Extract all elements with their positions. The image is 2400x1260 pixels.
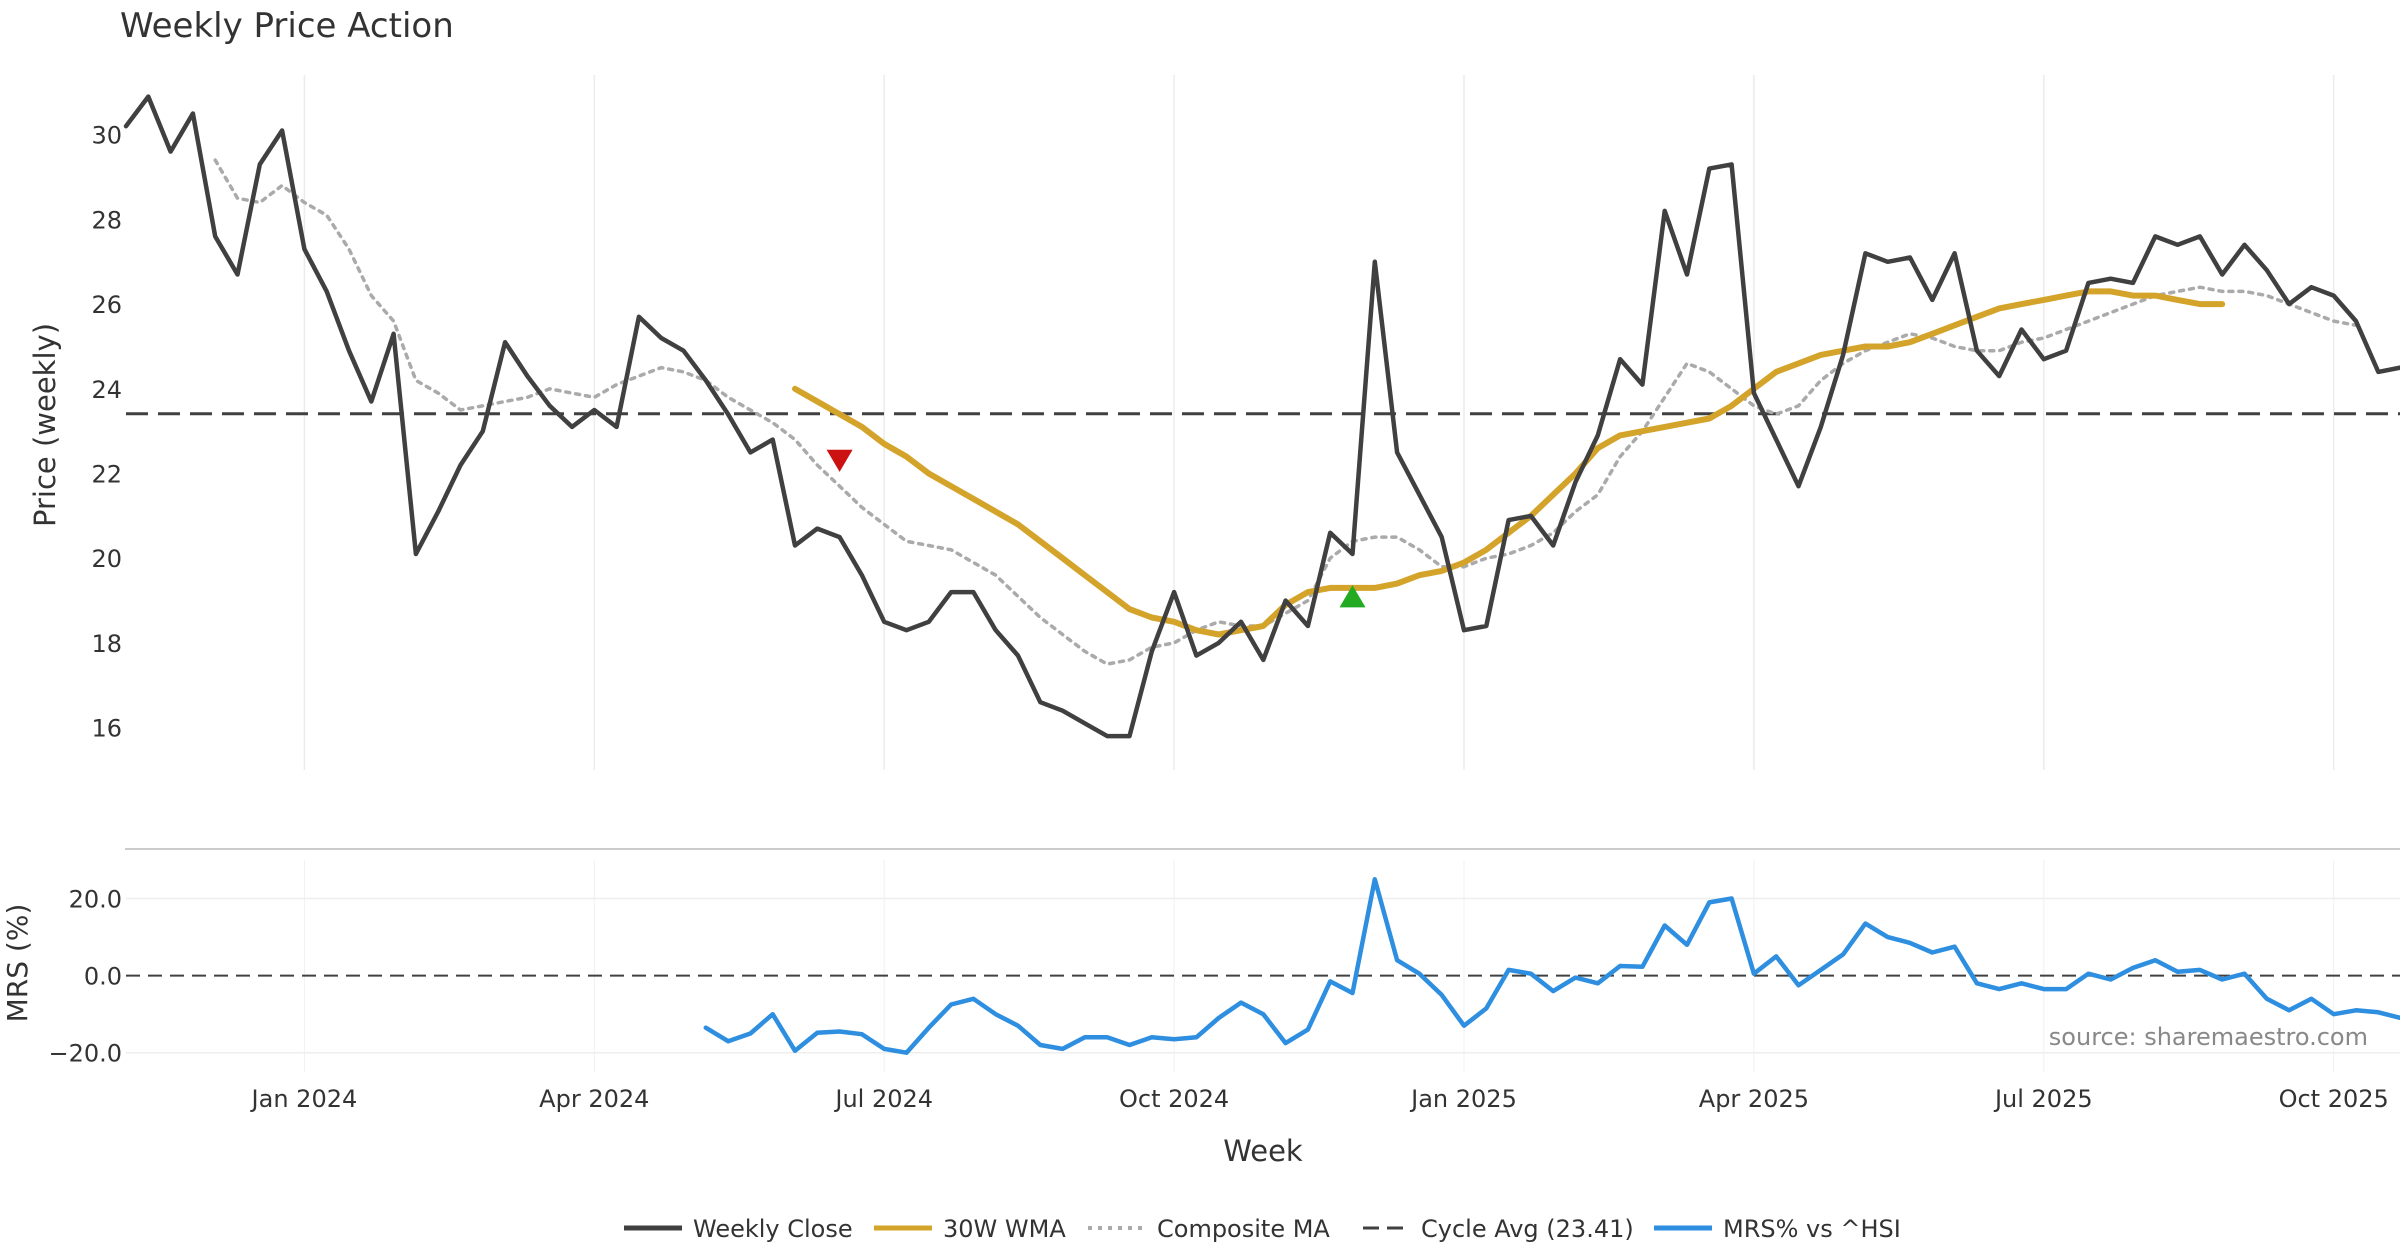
mrs-panel: −20.0 0.0 20.0 MRS (%) source: sharemaestr… <box>1 848 2400 1072</box>
legend-label-30w-wma: 30W WMA <box>943 1215 1066 1243</box>
mrs-y-axis: −20.0 0.0 20.0 <box>48 886 122 1068</box>
price-y-tick-label: 20 <box>91 545 122 573</box>
price-y-axis: 16 18 20 22 24 26 28 30 <box>91 122 122 743</box>
source-note: source: sharemaestro.com <box>2049 1023 2368 1051</box>
x-axis: Jan 2024 Apr 2024 Jul 2024 Oct 2024 Jan 2025… <box>250 1085 2389 1113</box>
mrs-y-tick-label: 20.0 <box>69 886 122 914</box>
mrs-y-axis-label: MRS (%) <box>1 904 34 1023</box>
x-tick-label: Apr 2025 <box>1699 1085 1809 1113</box>
series-line-mrs <box>703 877 2400 1055</box>
x-tick-label: Oct 2024 <box>1119 1085 1229 1113</box>
series-line-weekly-close <box>123 94 2400 739</box>
x-tick-label: Oct 2025 <box>2279 1085 2389 1113</box>
legend-item-30w-wma: 30W WMA <box>874 1215 1066 1243</box>
x-tick-label: Jul 2024 <box>833 1085 933 1113</box>
x-axis-label: Week <box>1223 1134 1303 1168</box>
chart-title: Weekly Price Action <box>120 6 454 46</box>
legend-label-weekly-close: Weekly Close <box>693 1215 853 1243</box>
mrs-y-tick-label: −20.0 <box>48 1040 122 1068</box>
mrs-series <box>703 877 2400 1055</box>
legend-item-weekly-close: Weekly Close <box>624 1215 853 1243</box>
x-tick-label: Apr 2024 <box>539 1085 649 1113</box>
legend-label-composite-ma: Composite MA <box>1157 1215 1330 1243</box>
signal-markers <box>826 449 1366 608</box>
series-line-30w-wma <box>792 288 2226 638</box>
x-tick-label: Jan 2025 <box>1409 1085 1517 1113</box>
price-y-tick-label: 30 <box>91 122 122 150</box>
buy-signal-marker <box>1339 585 1366 608</box>
price-y-axis-label: Price (weekly) <box>28 323 62 527</box>
legend-item-cycle-avg: Cycle Avg (23.41) <box>1363 1215 1634 1243</box>
legend-item-composite-ma: Composite MA <box>1088 1215 1330 1243</box>
mrs-y-tick-label: 0.0 <box>84 963 122 991</box>
price-series <box>123 94 2400 739</box>
legend: Weekly Close 30W WMA Composite MA Cycle … <box>624 1215 1901 1243</box>
price-y-tick-label: 28 <box>91 206 122 234</box>
series-line-composite-ma <box>213 158 2358 666</box>
legend-label-mrs: MRS% vs ^HSI <box>1723 1215 1901 1243</box>
sell-signal-marker <box>826 449 853 472</box>
x-tick-label: Jul 2025 <box>1993 1085 2093 1113</box>
price-y-tick-label: 22 <box>91 461 122 489</box>
price-panel: 16 18 20 22 24 26 28 30 Price (weekly) <box>28 75 2400 770</box>
legend-item-mrs: MRS% vs ^HSI <box>1654 1215 1901 1243</box>
price-y-tick-label: 26 <box>91 291 122 319</box>
x-tick-label: Jan 2024 <box>250 1085 358 1113</box>
price-y-tick-label: 24 <box>91 376 122 404</box>
price-vertical-grid <box>303 75 2335 770</box>
price-y-tick-label: 16 <box>91 715 122 743</box>
legend-label-cycle-avg: Cycle Avg (23.41) <box>1421 1215 1634 1243</box>
mrs-grid <box>126 860 2400 1072</box>
price-y-tick-label: 18 <box>91 630 122 658</box>
